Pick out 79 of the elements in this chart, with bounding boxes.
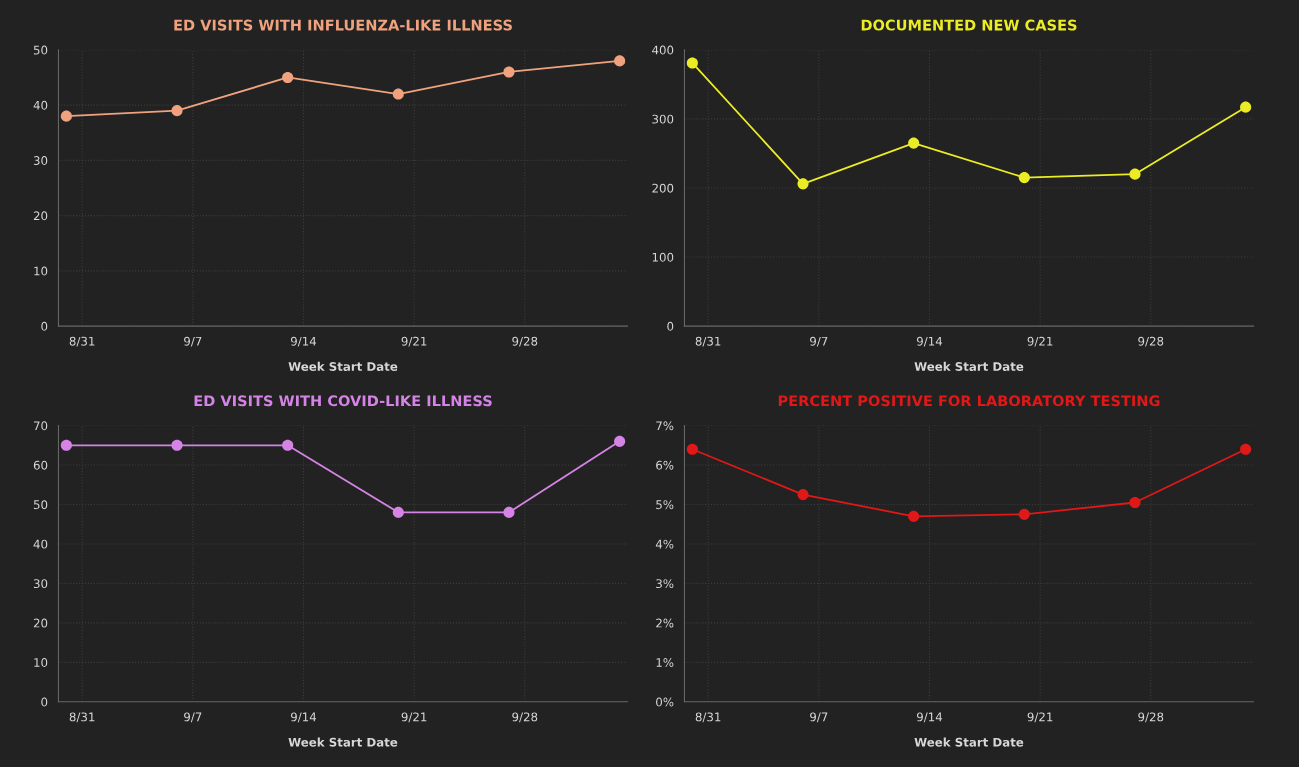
y-tick-label: 2% <box>656 618 674 628</box>
point <box>686 443 698 455</box>
x-axis-title: Week Start Date <box>914 737 1024 747</box>
y-tick-label: 40 <box>33 539 48 549</box>
y-tick-label: 60 <box>33 460 48 470</box>
point <box>392 88 404 100</box>
x-tick-label: 9/21 <box>1027 712 1053 723</box>
point <box>282 71 294 84</box>
point <box>797 178 809 190</box>
x-tick-label: 8/31 <box>695 712 721 723</box>
y-tick-label: 10 <box>34 658 48 667</box>
y-tick-label: 0 <box>41 321 48 331</box>
x-axis-title: Week Start Date <box>914 361 1024 371</box>
y-tick-label: 7% <box>656 421 674 431</box>
x-tick-label: 9/21 <box>401 712 427 723</box>
point <box>686 57 698 69</box>
point <box>1240 443 1252 455</box>
point <box>1018 172 1030 184</box>
point <box>908 137 920 149</box>
y-tick-label: 20 <box>33 618 48 628</box>
y-tick-label: 6% <box>656 460 674 470</box>
x-tick-label: 9/21 <box>401 336 427 347</box>
x-tick-label: 9/14 <box>916 336 943 347</box>
y-tick-label: 50 <box>33 45 48 55</box>
y-tick-label: 100 <box>652 252 674 262</box>
x-axis-title: Week Start Date <box>288 361 398 371</box>
x-tick-label: 9/28 <box>1138 712 1164 723</box>
x-tick-label: 8/31 <box>69 712 95 723</box>
point <box>171 439 183 451</box>
x-tick-label: 8/31 <box>69 336 95 347</box>
point <box>614 435 626 447</box>
point <box>614 55 626 67</box>
x-tick-label: 9/7 <box>184 336 202 347</box>
point <box>171 105 183 117</box>
point <box>60 110 72 122</box>
y-tick-label: 30 <box>33 156 48 166</box>
point <box>60 439 72 451</box>
y-tick-label: 300 <box>652 114 674 124</box>
y-tick-label: 0 <box>41 697 48 707</box>
chart-title: PERCENT POSITIVE FOR LABORATORY TESTING <box>778 395 1160 407</box>
chart-title: ED VISITS WITH COVID-LIKE ILLNESS <box>194 395 492 407</box>
y-tick-label: 4% <box>655 539 674 549</box>
x-tick-label: 9/28 <box>1138 336 1164 347</box>
y-tick-label: 40 <box>33 100 48 110</box>
point <box>503 506 515 518</box>
y-tick-label: 1% <box>656 658 674 667</box>
x-tick-label: 9/7 <box>810 712 828 723</box>
x-tick-label: 8/31 <box>695 336 721 347</box>
x-tick-label: 9/7 <box>184 712 202 723</box>
y-tick-label: 20 <box>33 211 48 221</box>
point <box>392 506 404 518</box>
y-tick-label: 50 <box>33 500 48 510</box>
y-tick-label: 30 <box>33 579 48 589</box>
point <box>282 439 294 451</box>
point <box>1129 168 1141 180</box>
y-tick-label: 0 <box>667 321 674 331</box>
x-tick-label: 9/28 <box>512 712 538 723</box>
x-tick-label: 9/14 <box>290 712 317 723</box>
y-tick-label: 0% <box>656 697 674 707</box>
point <box>908 510 920 522</box>
x-axis-title: Week Start Date <box>288 737 398 747</box>
point <box>503 66 515 78</box>
point <box>797 489 809 501</box>
chart-title: DOCUMENTED NEW CASES <box>861 19 1077 31</box>
y-tick-label: 10 <box>34 266 48 276</box>
x-tick-label: 9/14 <box>916 712 943 723</box>
point <box>1129 496 1141 509</box>
point <box>1018 508 1030 520</box>
x-tick-label: 9/7 <box>810 336 828 347</box>
x-tick-label: 9/21 <box>1027 336 1053 347</box>
y-tick-label: 400 <box>652 45 674 55</box>
y-tick-label: 3% <box>656 579 674 589</box>
x-tick-label: 9/28 <box>512 336 538 347</box>
x-tick-label: 9/14 <box>290 336 317 347</box>
y-tick-label: 70 <box>33 421 48 431</box>
y-tick-label: 200 <box>652 183 674 193</box>
y-tick-label: 5% <box>656 500 674 510</box>
chart-title: ED VISITS WITH INFLUENZA-LIKE ILLNESS <box>174 19 512 31</box>
point <box>1240 101 1252 113</box>
